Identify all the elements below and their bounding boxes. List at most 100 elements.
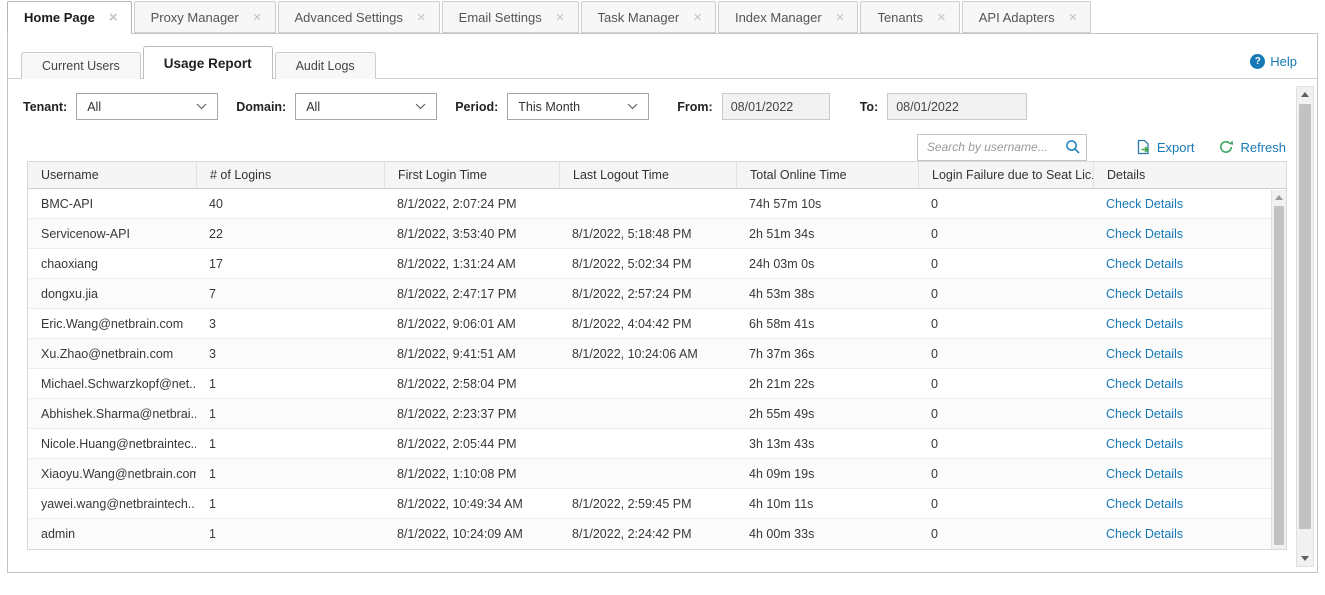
cell-last-logout: 8/1/2022, 5:02:34 PM xyxy=(572,256,692,271)
check-details-link[interactable]: Check Details xyxy=(1106,496,1184,511)
table-row[interactable]: Xu.Zhao@netbrain.com 3 8/1/2022, 9:41:51… xyxy=(28,339,1271,369)
refresh-button[interactable]: Refresh xyxy=(1218,139,1286,155)
tenant-select[interactable]: All xyxy=(76,93,219,120)
close-icon[interactable]: × xyxy=(693,8,702,26)
scroll-up-icon[interactable] xyxy=(1272,190,1286,205)
check-details-link[interactable]: Check Details xyxy=(1106,466,1184,481)
table-row[interactable]: BMC-API 40 8/1/2022, 2:07:24 PM 74h 57m … xyxy=(28,189,1271,219)
scroll-down-icon[interactable] xyxy=(1297,551,1313,566)
close-icon[interactable]: × xyxy=(937,8,946,26)
column-header-last-logout[interactable]: Last Logout Time xyxy=(559,162,736,188)
column-header-online-time[interactable]: Total Online Time xyxy=(736,162,918,188)
cell-first-login: 8/1/2022, 9:41:51 AM xyxy=(397,346,516,361)
period-select[interactable]: This Month xyxy=(507,93,650,120)
close-icon[interactable]: × xyxy=(1068,8,1078,26)
window-tab-index-manager[interactable]: Index Manager × xyxy=(717,1,859,33)
check-details-link[interactable]: Check Details xyxy=(1106,196,1184,211)
export-button[interactable]: Export xyxy=(1135,139,1194,155)
subtab-strip: Current Users Usage Report Audit Logs ? … xyxy=(8,34,1317,80)
cell-username: Xu.Zhao@netbrain.com xyxy=(41,346,174,361)
refresh-label: Refresh xyxy=(1240,139,1286,155)
window-tab-email-settings[interactable]: Email Settings × xyxy=(441,1,579,33)
check-details-link[interactable]: Check Details xyxy=(1106,286,1184,301)
table-row[interactable]: Xiaoyu.Wang@netbrain.com 1 8/1/2022, 1:1… xyxy=(28,459,1271,489)
table-row[interactable]: Nicole.Huang@netbraintec... 1 8/1/2022, … xyxy=(28,429,1271,459)
cell-logins: 1 xyxy=(209,406,216,421)
panel-scrollbar[interactable] xyxy=(1296,86,1314,567)
cell-first-login: 8/1/2022, 2:05:44 PM xyxy=(397,436,517,451)
to-date-field[interactable] xyxy=(887,93,1028,120)
from-date-field[interactable] xyxy=(721,93,830,120)
to-label: To: xyxy=(859,99,879,114)
window-tab-label: API Adapters xyxy=(978,9,1055,25)
column-header-username[interactable]: Username xyxy=(41,168,99,182)
cell-online-time: 4h 53m 38s xyxy=(749,286,815,301)
cell-username: Michael.Schwarzkopf@net... xyxy=(41,376,196,391)
window-tab-task-manager[interactable]: Task Manager × xyxy=(580,1,716,33)
export-icon xyxy=(1135,139,1151,155)
table-row[interactable]: chaoxiang 17 8/1/2022, 1:31:24 AM 8/1/20… xyxy=(28,249,1271,279)
table-row[interactable]: admin 1 8/1/2022, 10:24:09 AM 8/1/2022, … xyxy=(28,519,1271,549)
check-details-link[interactable]: Check Details xyxy=(1106,346,1184,361)
close-icon[interactable]: × xyxy=(252,8,262,26)
chevron-down-icon xyxy=(627,103,638,110)
cell-last-logout: 8/1/2022, 2:57:24 PM xyxy=(572,286,692,301)
close-icon[interactable]: × xyxy=(108,9,118,26)
window-tab-label: Tenants xyxy=(877,9,923,25)
check-details-link[interactable]: Check Details xyxy=(1106,376,1184,391)
table-row[interactable]: Servicenow-API 22 8/1/2022, 3:53:40 PM 8… xyxy=(28,219,1271,249)
scroll-up-icon[interactable] xyxy=(1297,87,1313,102)
table-row[interactable]: Michael.Schwarzkopf@net... 1 8/1/2022, 2… xyxy=(28,369,1271,399)
close-icon[interactable]: × xyxy=(555,8,565,26)
cell-first-login: 8/1/2022, 2:23:37 PM xyxy=(397,406,517,421)
table-row[interactable]: Abhishek.Sharma@netbrai... 1 8/1/2022, 2… xyxy=(28,399,1271,429)
search-box xyxy=(916,133,1087,161)
table-row[interactable]: dongxu.jia 7 8/1/2022, 2:47:17 PM 8/1/20… xyxy=(28,279,1271,309)
cell-first-login: 8/1/2022, 1:10:08 PM xyxy=(397,466,517,481)
search-input[interactable] xyxy=(916,133,1087,161)
cell-online-time: 2h 55m 49s xyxy=(749,406,815,421)
cell-online-time: 3h 13m 43s xyxy=(749,436,815,451)
window-tab-proxy-manager[interactable]: Proxy Manager × xyxy=(133,1,276,33)
tab-usage-report[interactable]: Usage Report xyxy=(142,46,273,80)
column-header-first-login[interactable]: First Login Time xyxy=(384,162,559,188)
window-tab-tenants[interactable]: Tenants × xyxy=(860,1,960,33)
cell-username: admin xyxy=(41,527,76,541)
from-label: From: xyxy=(677,99,713,114)
tab-current-users[interactable]: Current Users xyxy=(21,52,141,79)
window-tab-advanced-settings[interactable]: Advanced Settings × xyxy=(277,1,440,33)
cell-login-failure: 0 xyxy=(931,376,938,391)
check-details-link[interactable]: Check Details xyxy=(1106,436,1184,451)
table-row[interactable]: Eric.Wang@netbrain.com 3 8/1/2022, 9:06:… xyxy=(28,309,1271,339)
cell-last-logout xyxy=(559,369,736,398)
domain-select[interactable]: All xyxy=(295,93,438,120)
search-icon[interactable] xyxy=(1065,139,1081,155)
cell-first-login: 8/1/2022, 9:06:01 AM xyxy=(397,316,516,331)
column-header-logins[interactable]: # of Logins xyxy=(196,162,384,188)
check-details-link[interactable]: Check Details xyxy=(1106,316,1184,331)
cell-logins: 40 xyxy=(209,196,223,211)
window-tab-home-page[interactable]: Home Page × xyxy=(7,1,132,34)
check-details-link[interactable]: Check Details xyxy=(1106,226,1184,241)
cell-login-failure: 0 xyxy=(931,196,938,211)
table-scrollbar[interactable] xyxy=(1271,190,1286,549)
window-tab-api-adapters[interactable]: API Adapters × xyxy=(961,1,1092,33)
column-header-login-failure[interactable]: Login Failure due to Seat Lic... xyxy=(918,162,1093,188)
table-scrollbar-thumb[interactable] xyxy=(1274,206,1284,545)
check-details-link[interactable]: Check Details xyxy=(1106,527,1184,541)
check-details-link[interactable]: Check Details xyxy=(1106,406,1184,421)
cell-logins: 17 xyxy=(209,256,223,271)
cell-online-time: 24h 03m 0s xyxy=(749,256,815,271)
table-row[interactable]: yawei.wang@netbraintech.... 1 8/1/2022, … xyxy=(28,489,1271,519)
tab-audit-logs[interactable]: Audit Logs xyxy=(274,52,376,79)
panel-scrollbar-thumb[interactable] xyxy=(1299,104,1311,529)
tenant-value: All xyxy=(87,99,102,114)
check-details-link[interactable]: Check Details xyxy=(1106,256,1184,271)
column-header-details[interactable]: Details xyxy=(1093,162,1286,188)
close-icon[interactable]: × xyxy=(835,8,845,26)
help-link[interactable]: ? Help xyxy=(1250,54,1297,69)
cell-last-logout: 8/1/2022, 2:24:42 PM xyxy=(572,527,692,541)
close-icon[interactable]: × xyxy=(416,8,426,26)
cell-username: chaoxiang xyxy=(41,256,98,271)
window-tab-bar: Home Page × Proxy Manager × Advanced Set… xyxy=(0,0,1325,34)
